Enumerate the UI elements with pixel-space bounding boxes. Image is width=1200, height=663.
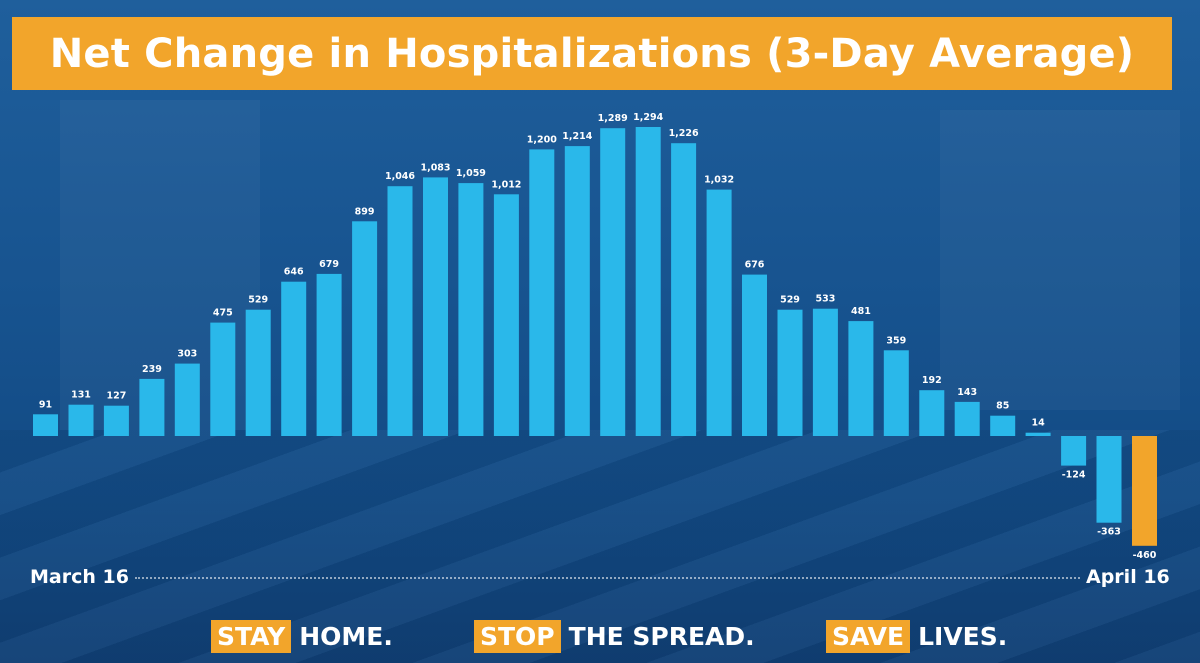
bar-value-label-1: 131 bbox=[71, 390, 91, 401]
slogan-rest: THE SPREAD. bbox=[568, 622, 755, 651]
bar-0 bbox=[33, 414, 58, 436]
bar-value-label-12: 1,059 bbox=[456, 168, 486, 179]
bar-value-label-26: 143 bbox=[957, 387, 977, 398]
bar-value-label-2: 127 bbox=[106, 391, 126, 402]
bar-10 bbox=[387, 186, 413, 436]
bar-value-label-3: 239 bbox=[142, 364, 162, 375]
bar-25 bbox=[919, 390, 945, 436]
bar-15 bbox=[564, 146, 590, 436]
bar-value-label-24: 359 bbox=[886, 335, 906, 346]
bar-value-label-7: 646 bbox=[284, 267, 304, 278]
bar-7 bbox=[281, 281, 307, 436]
bar-value-label-21: 529 bbox=[780, 295, 800, 306]
slogan-save-lives: SAVE LIVES. bbox=[826, 620, 1007, 653]
bar-value-label-6: 529 bbox=[248, 295, 268, 306]
bar-20 bbox=[742, 274, 767, 436]
bar-value-label-19: 1,032 bbox=[704, 175, 734, 186]
slogan-highlight: SAVE bbox=[826, 620, 911, 653]
bar-1 bbox=[68, 404, 94, 436]
bar-29 bbox=[1061, 436, 1087, 466]
bar-22 bbox=[812, 308, 838, 436]
x-start-label: March 16 bbox=[30, 566, 129, 588]
bar-value-label-20: 676 bbox=[745, 260, 765, 271]
bar-value-label-25: 192 bbox=[922, 375, 942, 386]
bar-value-label-23: 481 bbox=[851, 306, 871, 317]
bar-value-label-29: -124 bbox=[1062, 470, 1086, 481]
bar-17 bbox=[635, 127, 661, 436]
timeline-dotted-line bbox=[135, 577, 1080, 579]
bar-4 bbox=[174, 363, 200, 436]
bar-19 bbox=[706, 189, 732, 436]
slogan-highlight: STOP bbox=[474, 620, 561, 653]
bar-13 bbox=[493, 194, 519, 436]
bar-8 bbox=[316, 273, 342, 436]
slogan-stay-home: STAY HOME. bbox=[211, 620, 393, 653]
bar-value-label-13: 1,012 bbox=[491, 179, 521, 190]
bar-value-label-10: 1,046 bbox=[385, 171, 415, 182]
bar-16 bbox=[600, 128, 626, 436]
bar-value-label-5: 475 bbox=[213, 308, 233, 319]
chart-title-banner: Net Change in Hospitalizations (3-Day Av… bbox=[12, 17, 1172, 90]
bar-30 bbox=[1096, 436, 1122, 523]
bar-value-label-11: 1,083 bbox=[420, 162, 450, 173]
bar-value-label-4: 303 bbox=[177, 349, 197, 360]
x-end-label: April 16 bbox=[1086, 566, 1170, 588]
bar-12 bbox=[458, 183, 484, 436]
bar-value-label-15: 1,214 bbox=[562, 131, 592, 142]
bar-28 bbox=[1025, 432, 1051, 436]
bar-value-label-28: 14 bbox=[1031, 418, 1045, 429]
bar-value-label-9: 899 bbox=[355, 206, 375, 217]
bar-11 bbox=[423, 177, 448, 436]
slogan-rest: HOME. bbox=[299, 622, 393, 651]
bar-6 bbox=[245, 309, 271, 436]
bar-26 bbox=[954, 401, 980, 436]
bar-2 bbox=[103, 405, 129, 436]
slogan-stop-spread: STOP THE SPREAD. bbox=[474, 620, 755, 653]
bar-value-label-31: -460 bbox=[1133, 550, 1157, 561]
bar-21 bbox=[777, 309, 803, 436]
bar-3 bbox=[139, 378, 165, 436]
bar-value-label-27: 85 bbox=[996, 401, 1009, 412]
bar-value-label-8: 679 bbox=[319, 259, 339, 270]
bar-18 bbox=[671, 143, 697, 436]
bar-24 bbox=[883, 350, 909, 436]
bar-5 bbox=[210, 322, 236, 436]
bar-value-label-14: 1,200 bbox=[527, 134, 557, 145]
bar-value-label-16: 1,289 bbox=[598, 113, 628, 124]
bar-value-label-17: 1,294 bbox=[633, 112, 663, 123]
chart-title: Net Change in Hospitalizations (3-Day Av… bbox=[49, 30, 1135, 77]
background-floor bbox=[0, 430, 1200, 663]
bar-value-label-0: 91 bbox=[39, 399, 52, 410]
bar-value-label-22: 533 bbox=[815, 294, 835, 305]
bar-value-label-30: -363 bbox=[1097, 527, 1121, 538]
slogan-highlight: STAY bbox=[211, 620, 292, 653]
bar-value-label-18: 1,226 bbox=[669, 128, 699, 139]
bar-27 bbox=[990, 415, 1016, 436]
bar-9 bbox=[352, 221, 378, 436]
bar-23 bbox=[848, 321, 874, 436]
slogan-rest: LIVES. bbox=[918, 622, 1008, 651]
bar-14 bbox=[529, 149, 555, 436]
bar-31 bbox=[1132, 436, 1157, 546]
